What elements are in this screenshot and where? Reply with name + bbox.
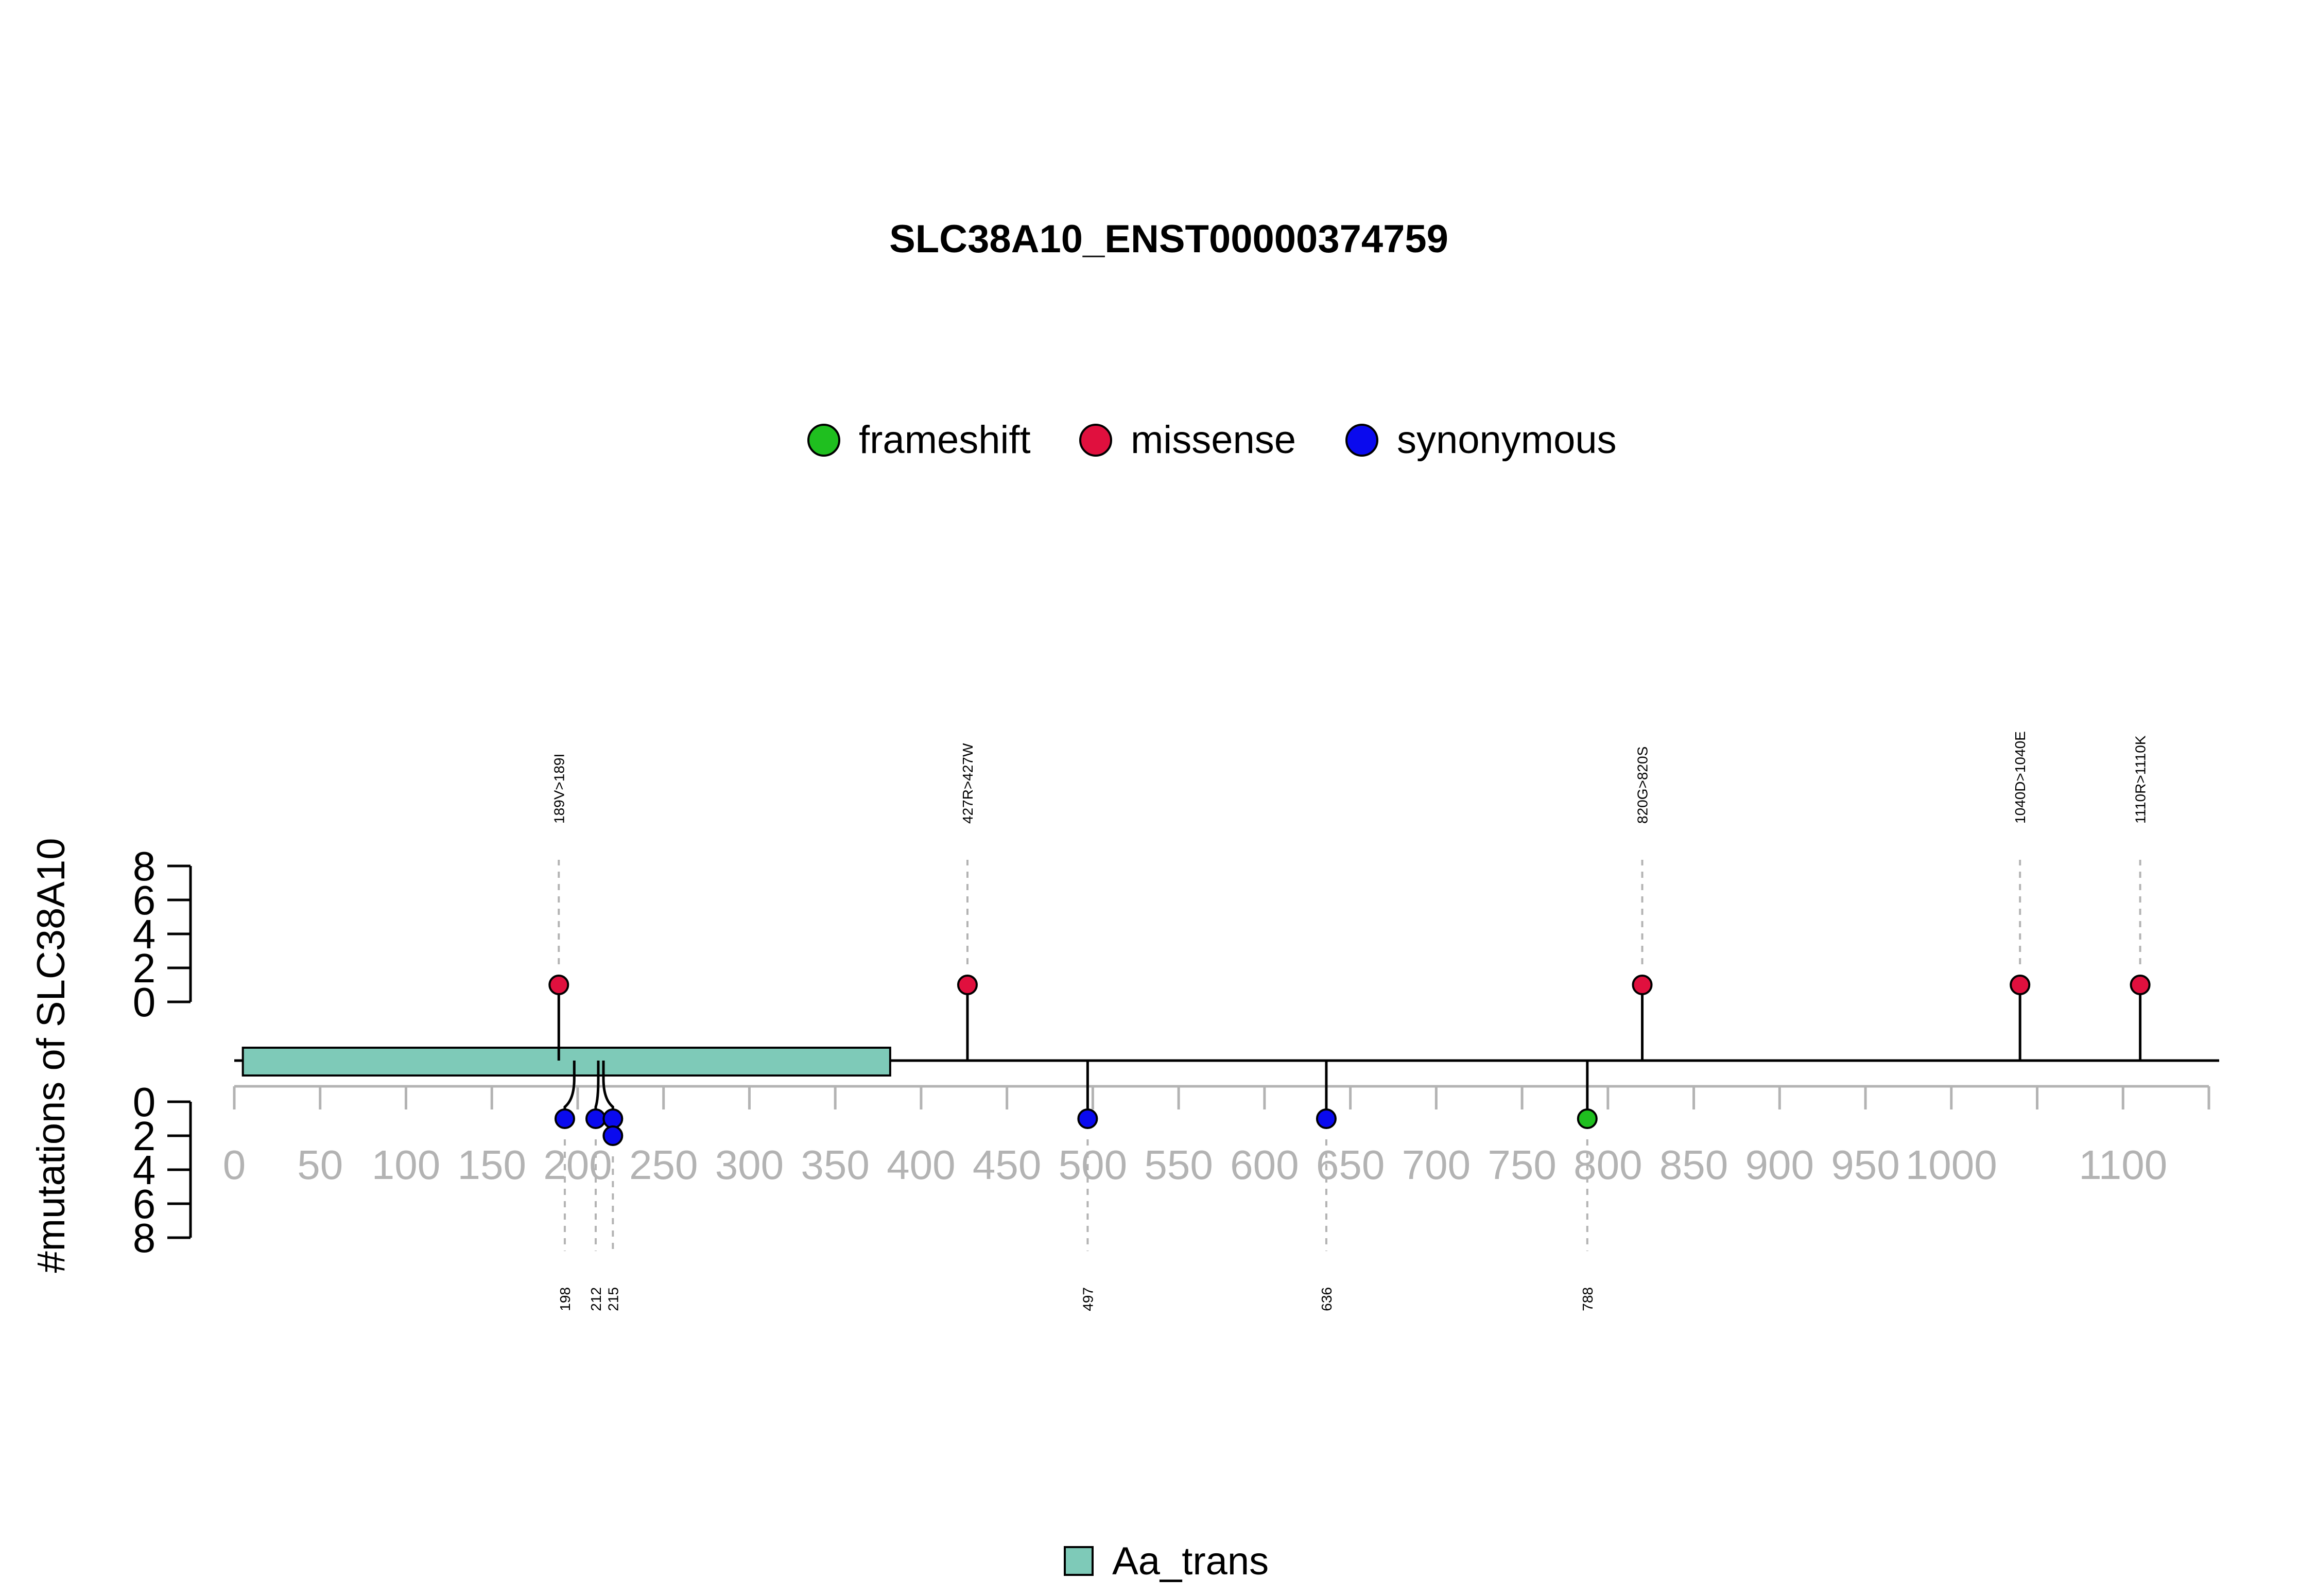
y-axis-label: #mutations of SLC38A10 — [29, 838, 73, 1273]
point-bottom-198-1 — [554, 1108, 575, 1129]
x-tick-label-250: 250 — [629, 1142, 698, 1188]
x-tick-label-1100: 1100 — [2079, 1142, 2167, 1188]
mutation-points — [548, 975, 2151, 1146]
legend-marker-synonymous — [1345, 424, 1378, 457]
stem-bottom-212 — [594, 1061, 600, 1109]
x-tick-label-450: 450 — [973, 1142, 1041, 1188]
y-axis-top-tick-label-0: 0 — [133, 979, 156, 1025]
y-axis-bottom-tick-label-0: 0 — [133, 1079, 156, 1125]
x-tick-label-700: 700 — [1402, 1142, 1471, 1188]
domain-legend-label-Aa_trans: Aa_trans — [1112, 1539, 1269, 1583]
mutation-label-bottom-215: 215 — [605, 1287, 621, 1311]
y-axis-top-tick-label-8: 8 — [133, 843, 156, 889]
stem-bottom-215 — [602, 1061, 614, 1109]
x-tick-label-1000: 1000 — [1906, 1142, 1997, 1188]
x-tick-label-100: 100 — [372, 1142, 440, 1188]
x-tick-label-0: 0 — [223, 1142, 246, 1188]
x-tick-label-400: 400 — [887, 1142, 955, 1188]
mutation-label-top-189: 189V>189I — [551, 754, 567, 824]
point-top-427 — [957, 975, 978, 995]
y-axis-bottom-tick-label-8: 8 — [133, 1215, 156, 1261]
mutation-label-bottom-636: 636 — [1319, 1287, 1335, 1311]
point-bottom-215-2 — [602, 1125, 624, 1146]
y-axis-top-tick-label-4: 4 — [133, 911, 156, 957]
mutation-label-bottom-497: 497 — [1080, 1287, 1096, 1311]
x-tick-label-750: 750 — [1488, 1142, 1556, 1188]
point-top-189 — [548, 975, 569, 995]
point-top-1040 — [2010, 975, 2031, 995]
legend-label-missense: missense — [1131, 418, 1296, 462]
x-tick-label-150: 150 — [457, 1142, 526, 1188]
point-top-1110 — [2130, 975, 2151, 995]
mutation-labels: 189V>189I 427R>427W 820G>820S 1040D>1040E 11… — [551, 731, 2148, 1311]
point-bottom-636-1 — [1316, 1108, 1337, 1129]
domain-legend-swatch-Aa_trans — [1064, 1546, 1094, 1576]
mutation-label-bottom-788: 788 — [1580, 1287, 1596, 1311]
legend-label-frameshift: frameshift — [859, 418, 1031, 462]
point-bottom-497-1 — [1077, 1108, 1098, 1129]
legend-marker-missense — [1079, 424, 1112, 457]
y-axis-top-tick-label-2: 2 — [133, 945, 156, 991]
domain-track — [241, 1047, 891, 1077]
x-tick-label-650: 650 — [1316, 1142, 1385, 1188]
mutation-label-bottom-212: 212 — [588, 1287, 604, 1311]
y-axis-top-tick-label-6: 6 — [133, 877, 156, 923]
point-bottom-788-1 — [1577, 1108, 1598, 1129]
x-axis: 0 50 100 150 200 250 300 350 400 450 500 550 600 650 7… — [223, 1085, 2210, 1188]
mutation-label-top-1040: 1040D>1040E — [2012, 731, 2028, 824]
y-axis-bottom-tick-label-2: 2 — [133, 1113, 156, 1159]
legend-marker-frameshift — [807, 424, 840, 457]
x-tick-label-550: 550 — [1144, 1142, 1213, 1188]
stem-path-215 — [602, 1061, 614, 1109]
stem-bottom-198 — [563, 1061, 576, 1109]
x-tick-label-350: 350 — [801, 1142, 869, 1188]
point-bottom-215-1 — [602, 1108, 624, 1129]
x-tick-label-850: 850 — [1659, 1142, 1728, 1188]
x-tick-label-300: 300 — [715, 1142, 784, 1188]
stem-path-198 — [563, 1061, 576, 1109]
x-tick-label-900: 900 — [1745, 1142, 1814, 1188]
x-tick-label-950: 950 — [1831, 1142, 1899, 1188]
legend-label-synonymous: synonymous — [1397, 418, 1617, 462]
x-tick-label-500: 500 — [1059, 1142, 1127, 1188]
mutation-label-top-1110: 1110R>1110K — [2133, 735, 2149, 824]
mutation-label-top-820: 820G>820S — [1635, 747, 1651, 824]
mutation-label-top-427: 427R>427W — [960, 743, 976, 824]
mutation-type-legend: frameshift missense synonymous — [807, 418, 1617, 462]
x-tick-label-50: 50 — [297, 1142, 343, 1188]
point-top-820 — [1632, 975, 1653, 995]
y-axis-bottom-tick-label-6: 6 — [133, 1181, 156, 1227]
x-tick-label-600: 600 — [1230, 1142, 1299, 1188]
domain-Aa_trans — [241, 1047, 891, 1077]
x-tick-label-200: 200 — [543, 1142, 612, 1188]
domain-legend: Aa_trans — [1064, 1539, 1269, 1583]
stem-path-212 — [594, 1061, 600, 1109]
mutation-stems — [557, 860, 2142, 1251]
x-tick-label-800: 800 — [1574, 1142, 1642, 1188]
y-axis-bottom-tick-label-4: 4 — [133, 1147, 156, 1193]
mutation-label-bottom-198: 198 — [557, 1287, 573, 1311]
chart-title: SLC38A10_ENST00000374759 — [889, 217, 1448, 261]
point-bottom-212-1 — [585, 1108, 606, 1129]
